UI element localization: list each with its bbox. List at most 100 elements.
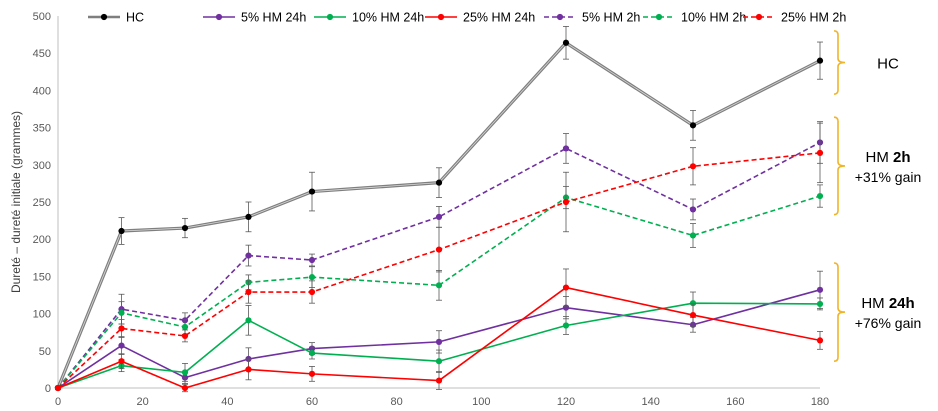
tick-labels: 0 50 100 150 200 250 300 350 400 450 500 0 20 40 60 80 1… <box>33 11 830 408</box>
data-point <box>435 377 443 384</box>
data-point <box>562 39 570 46</box>
data-point <box>562 198 570 206</box>
data-point <box>308 370 316 377</box>
data-point <box>308 288 316 296</box>
data-point <box>435 338 443 345</box>
legend-marker <box>755 13 763 21</box>
legend-marker <box>556 13 564 21</box>
data-point <box>308 256 316 264</box>
data-point <box>562 284 570 291</box>
legend-label: 10% HM 2h <box>681 11 746 25</box>
x-tick-label: 60 <box>306 396 318 408</box>
legend-label: HC <box>126 11 144 25</box>
y-tick-label: 200 <box>33 234 51 246</box>
data-point <box>435 358 443 365</box>
data-point <box>562 322 570 329</box>
data-point <box>816 337 824 344</box>
x-tick-label: 140 <box>641 396 659 408</box>
data-point <box>118 325 125 332</box>
y-tick-label: 0 <box>45 383 51 395</box>
data-point <box>181 369 189 376</box>
y-tick-label: 100 <box>33 309 51 321</box>
legend-marker <box>326 13 334 21</box>
data-point <box>562 145 570 152</box>
x-tick-label: 0 <box>55 396 61 408</box>
annotation-bold-text: 24h <box>889 295 915 312</box>
annotation-label-hm24h: HM 24h <box>861 295 914 312</box>
y-tick-label: 350 <box>33 123 51 135</box>
y-axis-label: Dureté – dureté initiale (grammes) <box>9 111 23 293</box>
y-tick-label: 150 <box>33 271 51 283</box>
data-point <box>435 213 443 220</box>
data-point <box>308 274 316 281</box>
legend-label: 25% HM 24h <box>463 11 535 25</box>
legend-marker <box>655 13 663 21</box>
annotation-gain-hm2h: +31% gain <box>855 169 922 185</box>
annotation-text: HC <box>877 56 899 73</box>
legend-label: 10% HM 24h <box>352 11 424 25</box>
series-10pct-hm-24h <box>54 291 824 392</box>
annotation-gain-hm24h: +76% gain <box>855 315 922 331</box>
data-point <box>689 163 697 170</box>
data-point <box>181 332 189 340</box>
data-point <box>816 286 824 293</box>
data-point <box>181 323 189 331</box>
data-point <box>816 57 824 64</box>
legend-marker <box>215 13 223 21</box>
data-point <box>435 282 443 289</box>
y-tick-label: 250 <box>33 197 51 209</box>
legend-marker <box>100 13 108 21</box>
legend-marker <box>437 13 445 21</box>
annotation-text: HM <box>865 149 893 166</box>
data-point <box>245 366 252 373</box>
data-point <box>308 349 316 357</box>
y-tick-label: 400 <box>33 85 51 97</box>
data-point <box>118 358 125 365</box>
x-tick-label: 180 <box>811 396 829 408</box>
series-25pct-hm-2h <box>54 122 824 392</box>
data-point <box>816 149 824 156</box>
series-hc <box>54 26 824 392</box>
series-layer <box>54 26 824 393</box>
annotations: HC HM 2h +31% gain HM 24h +76% gain <box>833 30 922 363</box>
y-tick-label: 50 <box>39 346 51 358</box>
data-point <box>689 122 697 129</box>
data-point <box>118 309 125 316</box>
data-point <box>118 227 125 235</box>
brace-hm2h <box>833 116 846 216</box>
data-point <box>118 342 125 349</box>
legend-label: 5% HM 24h <box>241 11 306 25</box>
data-point <box>181 384 189 392</box>
data-point <box>54 384 62 392</box>
y-tick-label: 450 <box>33 48 51 60</box>
legend-label: 5% HM 2h <box>582 11 640 25</box>
data-point <box>245 317 252 324</box>
annotation-bold-text: 2h <box>893 149 911 166</box>
annotation-text: HM <box>861 295 889 312</box>
data-point <box>689 206 697 213</box>
x-tick-label: 100 <box>472 396 490 408</box>
brace-hc <box>833 30 846 95</box>
data-point <box>245 288 252 296</box>
data-point <box>435 179 443 186</box>
data-point <box>308 188 316 195</box>
data-point <box>181 224 189 232</box>
data-point <box>689 300 697 307</box>
data-point <box>435 246 443 253</box>
data-point <box>245 213 252 220</box>
annotation-label-hc: HC <box>877 56 899 73</box>
data-point <box>689 232 697 239</box>
y-tick-label: 500 <box>33 11 51 23</box>
x-tick-label: 20 <box>137 396 149 408</box>
data-point <box>816 300 824 308</box>
y-tick-label: 300 <box>33 160 51 172</box>
x-tick-label: 120 <box>557 396 575 408</box>
data-point <box>816 192 824 200</box>
x-tick-label: 80 <box>391 396 403 408</box>
x-tick-label: 40 <box>221 396 233 408</box>
legend: HC 5% HM 24h 10% HM 24h 25% HM 24h 5% HM 2h 1… <box>88 11 846 25</box>
data-point <box>689 311 697 319</box>
data-point <box>245 252 252 259</box>
brace-hm24h <box>833 262 846 363</box>
